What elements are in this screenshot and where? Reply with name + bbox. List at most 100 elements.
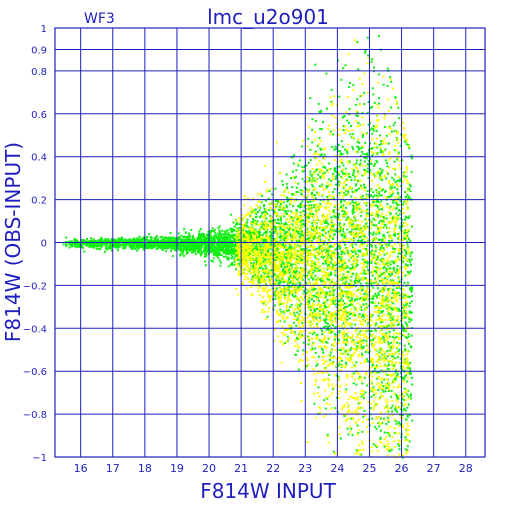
data-point xyxy=(298,256,301,259)
data-point xyxy=(356,111,359,114)
data-point xyxy=(392,302,395,305)
data-point xyxy=(296,244,299,247)
data-point xyxy=(251,220,254,223)
data-point xyxy=(206,249,209,252)
data-point xyxy=(392,201,395,204)
data-point xyxy=(325,184,328,187)
data-point xyxy=(343,307,345,310)
data-point xyxy=(351,263,354,266)
data-point xyxy=(205,253,207,256)
data-point xyxy=(295,267,298,270)
data-point xyxy=(349,349,352,351)
data-point xyxy=(100,245,103,248)
data-point xyxy=(283,233,286,236)
data-point xyxy=(183,228,186,231)
data-point xyxy=(397,308,400,310)
data-point xyxy=(274,297,277,300)
data-point xyxy=(322,156,325,159)
data-point xyxy=(334,148,337,150)
data-point xyxy=(326,326,329,329)
data-point xyxy=(376,152,379,154)
data-point xyxy=(181,252,184,255)
data-point xyxy=(409,362,412,364)
data-point xyxy=(317,173,320,176)
data-point xyxy=(363,293,365,296)
data-point xyxy=(383,417,385,420)
data-point xyxy=(375,271,378,274)
data-point xyxy=(288,244,291,247)
data-point xyxy=(319,111,322,113)
data-point xyxy=(390,308,393,311)
data-point xyxy=(347,433,350,436)
data-point xyxy=(266,315,269,318)
data-point xyxy=(276,222,279,224)
data-point xyxy=(347,259,350,262)
data-point xyxy=(354,175,357,178)
data-point xyxy=(366,153,369,156)
data-point xyxy=(392,247,394,250)
data-point xyxy=(377,201,380,204)
data-point xyxy=(318,227,321,230)
data-point xyxy=(392,308,395,311)
data-point xyxy=(238,223,241,226)
data-point xyxy=(316,168,319,171)
data-point xyxy=(335,171,338,174)
data-point xyxy=(238,232,241,235)
data-point xyxy=(168,246,171,249)
data-point xyxy=(188,232,190,235)
data-point xyxy=(318,309,321,312)
data-point xyxy=(203,239,206,242)
data-point xyxy=(363,186,366,189)
data-point xyxy=(379,275,382,278)
data-point xyxy=(344,306,347,309)
data-point xyxy=(348,267,351,270)
data-point xyxy=(98,243,101,246)
data-point xyxy=(367,322,369,325)
data-point xyxy=(319,202,322,205)
data-point xyxy=(189,242,192,245)
data-point xyxy=(378,232,381,235)
data-point xyxy=(248,229,251,232)
data-point xyxy=(335,374,338,377)
data-point xyxy=(318,245,321,248)
data-point xyxy=(279,308,282,311)
data-point xyxy=(338,245,341,248)
data-point xyxy=(278,222,280,225)
data-point xyxy=(307,300,309,303)
data-point xyxy=(342,187,345,190)
data-point xyxy=(203,235,206,238)
data-point xyxy=(285,210,287,213)
data-point xyxy=(145,236,148,239)
data-point xyxy=(384,148,387,151)
data-point xyxy=(372,393,375,396)
data-point xyxy=(337,143,340,146)
data-point xyxy=(217,226,220,229)
data-point xyxy=(75,240,78,243)
data-point xyxy=(300,205,303,208)
data-point xyxy=(324,295,327,298)
data-point xyxy=(352,223,354,225)
data-point xyxy=(124,239,127,242)
data-point xyxy=(205,247,208,250)
data-point xyxy=(341,359,344,362)
data-point xyxy=(81,244,83,247)
data-point xyxy=(381,320,384,323)
data-point xyxy=(408,295,411,298)
data-point xyxy=(70,244,73,247)
data-point xyxy=(366,244,369,247)
data-point xyxy=(90,239,93,242)
data-point xyxy=(226,243,229,246)
data-point xyxy=(352,273,355,275)
data-point xyxy=(280,290,283,293)
data-point xyxy=(258,234,261,236)
data-point xyxy=(231,263,233,266)
data-point xyxy=(291,294,294,297)
data-point xyxy=(410,154,413,157)
data-point xyxy=(211,247,213,250)
data-point xyxy=(296,319,299,321)
data-point xyxy=(312,185,315,188)
data-point xyxy=(390,239,393,242)
data-point xyxy=(380,200,383,203)
data-point xyxy=(282,242,285,245)
data-point xyxy=(292,219,295,222)
